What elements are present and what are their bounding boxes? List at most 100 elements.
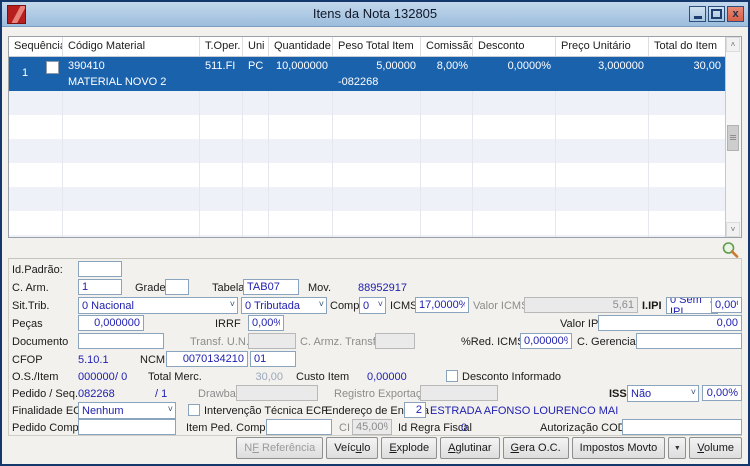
table-header: Sequência Código Material T.Oper. Uni Qu… [9,37,726,57]
compl-select[interactable]: 0 ˅ [359,297,386,314]
row-total: 30,00 [693,60,721,72]
item-detail-form: Id.Padrão: C. Arm. Grade Tabela Mov. 889… [8,258,742,436]
app-logo-icon [7,5,26,24]
mov-value: 88952917 [358,282,407,294]
col-total-item[interactable]: Total do Item [654,40,717,52]
total-merc-value: 30,00 [255,371,283,383]
tabela-input[interactable] [243,279,299,295]
impostos-movto-dropdown-icon[interactable]: ▼ [668,437,687,459]
pecas-input[interactable] [78,315,144,331]
table-row [9,211,726,235]
row-checkbox[interactable] [46,61,59,74]
intervencao-checkbox[interactable] [188,404,200,416]
table-row [9,163,726,187]
ci-label: CI [339,422,350,434]
explode-button[interactable]: Explode [381,437,438,459]
maximize-button[interactable] [708,6,725,22]
irrf-input[interactable] [248,315,284,331]
valor-icms-label: Valor ICMS [473,300,529,312]
autorizacao-codif-input[interactable] [622,419,742,435]
os-item-label: O.S./Item [12,371,59,383]
veiculo-button[interactable]: Veículo [326,437,379,459]
documento-input[interactable] [78,333,164,349]
gera-oc-button[interactable]: Gera O.C. [502,437,569,459]
pedido-seq-seq: / 1 [155,388,168,400]
total-merc-label: Total Merc. [148,371,202,383]
chevron-down-icon: ˅ [690,387,696,397]
window-title: Itens da Nota 132805 [312,6,438,21]
id-padrao-input[interactable] [78,261,122,277]
title-bar[interactable]: Itens da Nota 132805 x [2,2,748,27]
item-ped-compra-label: Item Ped. Compra [186,422,276,434]
drawback-input [236,385,318,401]
ncm-label: NCM [140,354,166,366]
col-quantidade[interactable]: Quantidade [269,37,333,56]
scrollbar-thumb[interactable] [727,125,739,151]
endereco-entrega-input[interactable] [404,402,426,418]
cfop-value: 5.10.1 [78,354,109,366]
ci-input [352,419,392,435]
row-uni: PC [248,60,264,72]
iipi-pct-input[interactable] [711,297,742,313]
id-regra-fiscal-label: Id Regra Fiscal [398,422,472,434]
close-icon: x [732,7,739,20]
aglutinar-button[interactable]: Aglutinar [440,437,500,459]
intervencao-label: Intervenção Técnica ECF [204,405,328,417]
icms-input[interactable] [415,297,469,313]
red-icms-input[interactable] [520,333,572,349]
scroll-down-icon[interactable]: ˅ [726,222,740,237]
maximize-icon [711,9,722,19]
col-peso-total[interactable]: Peso Total Item [333,37,421,56]
scroll-up-icon[interactable]: ˄ [726,37,740,52]
impostos-movto-button[interactable]: Impostos Movto [571,437,666,459]
ncm-input[interactable] [166,351,248,367]
close-button[interactable]: x [727,6,744,22]
documento-label: Documento [12,336,69,348]
col-comissao[interactable]: Comissão [421,37,473,56]
col-toper[interactable]: T.Oper. [200,37,243,56]
sit-trib-label: Sit.Trib. [12,300,50,312]
c-arm-input[interactable] [78,279,122,295]
row-desconto: 0,0000% [507,60,551,72]
pedido-compra-label: Pedido Compra [12,422,89,434]
col-sequencia[interactable]: Sequência [9,37,63,56]
icms-label: ICMS [390,300,418,312]
col-uni[interactable]: Uni [243,37,269,56]
transf-un-label: Transf. U.N. [190,336,249,348]
sit-trib2-select[interactable]: 0 Tributada ˅ [241,297,327,314]
col-codigo-material[interactable]: Código Material [63,37,200,56]
item-ped-compra-input[interactable] [266,419,332,435]
minimize-button[interactable] [689,6,706,22]
grade-label: Grade [135,282,166,294]
table-row [9,139,726,163]
iss-pct-input[interactable] [702,385,742,401]
grade-input[interactable] [165,279,189,295]
registro-exportacao-label: Registro Exportação [334,388,434,400]
mov-label: Mov. [308,282,332,294]
autorizacao-codif-label: Autorização CODIF [540,422,636,434]
valor-ipi-input[interactable] [598,315,742,331]
row-preco-unitario: 3,000000 [598,60,644,72]
chevron-down-icon: ˅ [167,404,173,414]
volume-button[interactable]: Volume [689,437,742,459]
finalidade-ecf-label: Finalidade ECF [12,405,88,417]
pedido-compra-input[interactable] [78,419,176,435]
minimize-icon [693,15,702,19]
c-gerencial-input[interactable] [636,333,742,349]
table-row-selected[interactable]: 1 390410 MATERIAL NOVO 2 511.FI PC 10,000… [9,57,726,91]
finalidade-ecf-select[interactable]: Nenhum ˅ [78,402,176,419]
col-desconto[interactable]: Desconto [473,37,556,56]
col-preco-unitario[interactable]: Preço Unitário [556,37,649,56]
table-scrollbar[interactable]: ˄ ˅ [725,37,741,237]
drawback-label: Drawback [198,388,247,400]
sit-trib-select[interactable]: 0 Nacional ˅ [78,297,238,314]
nf-referencia-button[interactable]: NF Referência [236,437,324,459]
iss-select[interactable]: Não ˅ [627,385,699,402]
valor-ipi-label: Valor IPI [560,318,602,330]
table-row [9,115,726,139]
table-empty-rows [9,91,726,237]
cfop-label: CFOP [12,354,43,366]
desconto-informado-checkbox[interactable] [446,370,458,382]
search-icon[interactable] [721,241,739,259]
ncm-ex-input[interactable] [250,351,296,367]
